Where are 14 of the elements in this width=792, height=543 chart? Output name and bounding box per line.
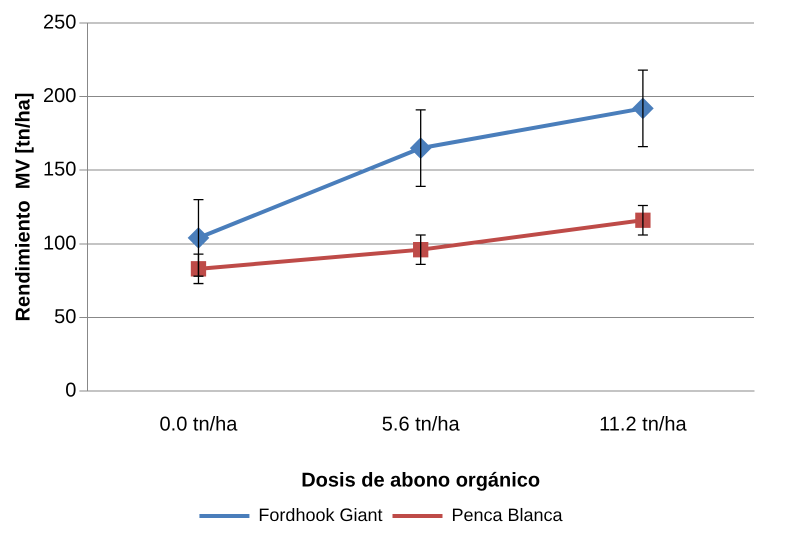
y-tick-label: 100 <box>42 232 76 254</box>
x-axis-title: Dosis de abono orgánico <box>301 470 540 492</box>
legend-label: Penca Blanca <box>451 504 564 525</box>
y-axis-title: Rendimiento MV [tn/ha] <box>12 92 35 322</box>
point <box>190 261 206 276</box>
x-tick-label: 11.2 tn/ha <box>599 414 688 436</box>
y-tick-label: 250 <box>42 12 76 34</box>
y-tick-label: 150 <box>42 158 76 181</box>
x-tick-label: 5.6 tn/ha <box>382 414 460 436</box>
y-tick-label: 0 <box>65 380 76 402</box>
y-tick-label: 200 <box>42 85 76 108</box>
legend-label: Fordhook Giant <box>258 504 383 525</box>
x-tick-label: 0.0 tn/ha <box>160 414 238 436</box>
y-tick-label: 50 <box>54 306 76 328</box>
